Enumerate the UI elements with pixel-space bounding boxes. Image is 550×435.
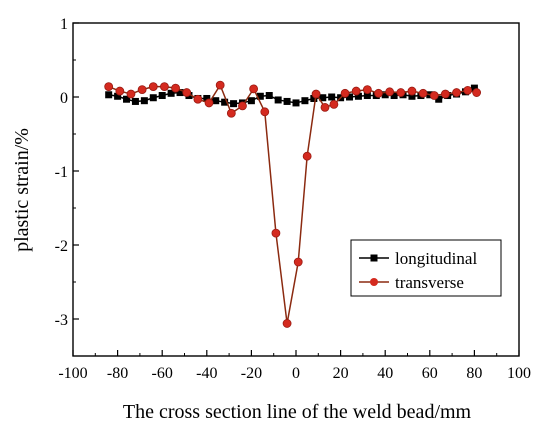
data-point-transverse <box>329 100 339 109</box>
data-point-transverse <box>351 86 361 96</box>
data-point-transverse <box>271 228 281 238</box>
data-point-longitudinal <box>310 94 318 102</box>
data-point-longitudinal <box>149 94 157 102</box>
x-tick-label: 20 <box>333 365 349 382</box>
data-point-longitudinal <box>283 97 291 105</box>
data-point-transverse <box>171 83 180 93</box>
data-point-longitudinal <box>354 92 362 100</box>
data-point-longitudinal <box>123 95 131 103</box>
data-point-transverse <box>104 82 114 92</box>
y-tick-label: 1 <box>60 16 68 33</box>
data-point-longitudinal <box>381 91 389 99</box>
data-point-transverse <box>238 101 247 111</box>
data-point-longitudinal <box>390 92 398 100</box>
data-point-longitudinal <box>274 96 282 104</box>
data-point-transverse <box>260 107 270 117</box>
data-point-transverse <box>463 85 473 95</box>
data-point-transverse <box>302 151 312 161</box>
data-point-longitudinal <box>435 95 443 103</box>
data-point-transverse <box>311 89 321 99</box>
y-tick-label: 0 <box>60 90 68 107</box>
x-tick-label: -60 <box>152 365 173 382</box>
data-point-longitudinal <box>292 99 300 107</box>
y-tick-label: -3 <box>55 312 68 329</box>
x-tick-label: -20 <box>241 365 262 382</box>
series-layer <box>104 80 482 328</box>
x-tick-label: 0 <box>292 365 300 382</box>
legend: longitudinal transverse <box>350 239 502 297</box>
data-point-transverse <box>193 94 203 104</box>
x-tick-label: 80 <box>466 365 482 382</box>
data-point-longitudinal <box>247 97 255 105</box>
y-axis-title: plastic strain/% <box>11 128 33 252</box>
x-axis-title: The cross section line of the weld bead/… <box>123 401 472 423</box>
data-point-transverse <box>282 319 292 328</box>
x-tick-label: -100 <box>58 365 87 382</box>
data-point-longitudinal <box>346 93 354 101</box>
x-tick-label: -40 <box>196 365 217 382</box>
legend-label-transverse: transverse <box>395 273 464 292</box>
data-point-longitudinal <box>230 100 238 108</box>
data-point-longitudinal <box>140 97 148 105</box>
data-point-longitudinal <box>265 92 273 100</box>
data-point-transverse <box>441 89 450 99</box>
y-tick-label: -1 <box>55 164 68 181</box>
data-point-transverse <box>204 98 214 108</box>
data-point-longitudinal <box>256 92 264 100</box>
data-point-longitudinal <box>212 97 220 105</box>
data-point-transverse <box>126 89 136 99</box>
data-point-transverse <box>160 82 169 92</box>
data-point-longitudinal <box>203 94 211 102</box>
data-point-transverse <box>137 85 147 94</box>
data-point-longitudinal <box>158 92 166 100</box>
data-point-longitudinal <box>301 97 309 105</box>
y-tick-label: -2 <box>55 238 68 255</box>
data-point-transverse <box>182 88 192 97</box>
data-point-transverse <box>226 108 236 118</box>
data-point-transverse <box>418 88 428 98</box>
data-point-transverse <box>115 86 125 96</box>
x-tick-label: 100 <box>507 365 531 382</box>
x-tick-label: -80 <box>107 365 128 382</box>
data-point-transverse <box>293 257 303 267</box>
data-point-transverse <box>362 85 372 94</box>
data-point-longitudinal <box>176 89 184 97</box>
data-point-transverse <box>320 102 330 112</box>
data-point-longitudinal <box>319 94 327 102</box>
data-point-transverse <box>407 86 417 96</box>
data-point-longitudinal <box>105 91 113 99</box>
data-point-transverse <box>472 88 482 97</box>
data-point-longitudinal <box>363 92 371 100</box>
x-ticks: -100 -80 -60 -40 -20 0 20 40 60 80 100 <box>58 350 531 382</box>
x-tick-label: 40 <box>377 365 393 382</box>
legend-marker-transverse <box>370 278 378 286</box>
data-point-transverse <box>249 84 259 94</box>
y-ticks: 1 0 -1 -2 -3 <box>55 16 79 357</box>
data-point-transverse <box>374 88 383 98</box>
series-transverse <box>104 80 482 328</box>
data-point-longitudinal <box>221 98 229 106</box>
data-point-transverse <box>429 91 439 100</box>
plot-frame <box>72 22 520 357</box>
data-point-transverse <box>385 87 395 97</box>
data-point-longitudinal <box>408 92 416 100</box>
data-point-transverse <box>148 82 158 92</box>
data-point-longitudinal <box>167 89 175 97</box>
data-point-transverse <box>396 88 406 97</box>
data-point-longitudinal <box>114 92 122 100</box>
x-tick-label: 60 <box>422 365 438 382</box>
data-point-transverse <box>452 88 461 97</box>
data-point-longitudinal <box>131 97 139 105</box>
legend-box <box>350 239 502 297</box>
data-point-longitudinal <box>470 84 478 92</box>
data-point-longitudinal <box>328 93 336 101</box>
data-point-transverse <box>340 88 350 98</box>
legend-marker-longitudinal <box>370 254 378 262</box>
data-point-transverse <box>215 80 225 90</box>
legend-label-longitudinal: longitudinal <box>395 249 477 268</box>
